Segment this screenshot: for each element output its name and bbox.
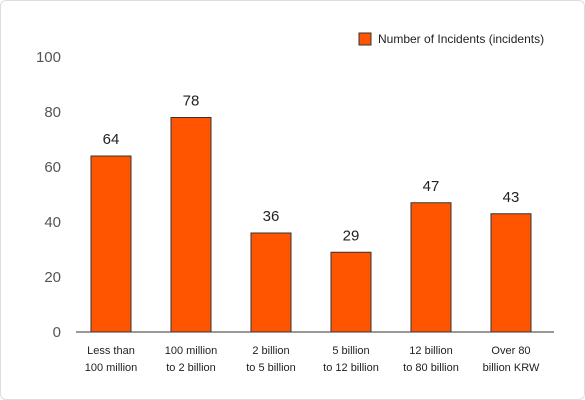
y-axis: 0 20 40 60 80 100 xyxy=(36,49,61,341)
x-tick-label-line: to 80 billion xyxy=(403,362,459,374)
y-tick-label: 40 xyxy=(44,214,61,231)
x-tick-label: Over 80 billion KRW xyxy=(483,345,540,374)
x-tick-label-line: 100 million xyxy=(165,345,218,357)
legend-swatch xyxy=(358,32,372,46)
bar-value-label: 43 xyxy=(503,189,520,206)
y-tick-label: 80 xyxy=(44,104,61,121)
x-tick-label: 100 million to 2 billion xyxy=(165,345,218,374)
x-tick-label-line: billion KRW xyxy=(483,362,540,374)
y-tick-label: 20 xyxy=(44,269,61,286)
bar xyxy=(490,213,532,333)
bars xyxy=(90,117,532,333)
x-axis: Less than 100 million 100 million to 2 bill… xyxy=(85,345,540,374)
x-tick-label-line: to 2 billion xyxy=(166,362,216,374)
x-tick-label-line: 12 billion xyxy=(409,345,452,357)
y-tick-label: 60 xyxy=(44,159,61,176)
x-tick-label-line: 2 billion xyxy=(252,345,289,357)
bar-value-label: 47 xyxy=(423,178,440,195)
bar xyxy=(250,232,292,333)
x-tick-label-line: to 5 billion xyxy=(246,362,296,374)
legend-label: Number of Incidents (incidents) xyxy=(378,32,544,46)
bar-value-label: 64 xyxy=(103,131,120,148)
bar-value-label: 36 xyxy=(263,208,280,225)
x-tick-label: Less than 100 million xyxy=(85,345,138,374)
bar-value-label: 29 xyxy=(343,227,360,244)
x-tick-label: 5 billion to 12 billion xyxy=(323,345,379,374)
x-tick-label-line: Less than xyxy=(87,345,135,357)
x-tick-label: 12 billion to 80 billion xyxy=(403,345,459,374)
x-tick-label: 2 billion to 5 billion xyxy=(246,345,296,374)
y-tick-label: 100 xyxy=(36,49,61,66)
x-tick-label-line: 5 billion xyxy=(332,345,369,357)
legend: Number of Incidents (incidents) xyxy=(358,32,544,46)
bar xyxy=(410,202,452,333)
bar xyxy=(90,155,132,333)
bar-value-label: 78 xyxy=(183,93,200,110)
bar xyxy=(330,251,372,333)
x-tick-label-line: 100 million xyxy=(85,362,138,374)
y-tick-label: 0 xyxy=(53,324,61,341)
bar xyxy=(170,117,212,333)
x-tick-label-line: Over 80 xyxy=(491,345,530,357)
data-labels: 64 78 36 29 47 43 xyxy=(103,93,520,245)
x-tick-label-line: to 12 billion xyxy=(323,362,379,374)
